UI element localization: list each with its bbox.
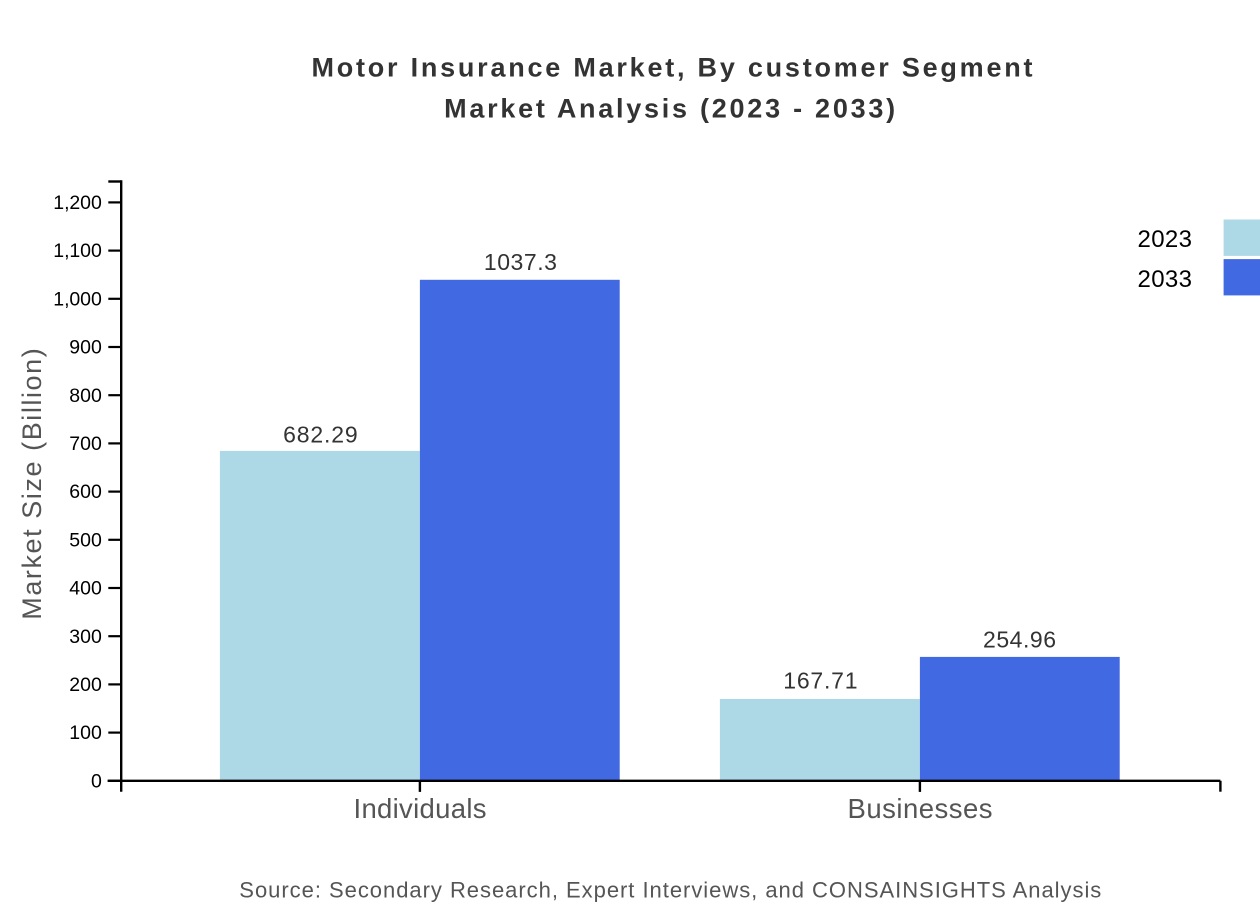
svg-text:400: 400: [69, 578, 102, 600]
svg-text:2033: 2033: [1138, 266, 1193, 293]
svg-text:682.29: 682.29: [283, 421, 358, 447]
svg-text:900: 900: [69, 337, 102, 359]
svg-text:1037.3: 1037.3: [484, 249, 557, 275]
svg-text:167.71: 167.71: [783, 668, 857, 694]
svg-text:1,000: 1,000: [53, 288, 102, 310]
svg-text:600: 600: [69, 481, 102, 503]
svg-text:1,100: 1,100: [53, 240, 102, 262]
svg-text:Motor Insurance Market, By cus: Motor Insurance Market, By customer Segm…: [312, 53, 1033, 83]
svg-text:Market Size (Billion): Market Size (Billion): [17, 348, 47, 620]
svg-text:500: 500: [69, 529, 102, 551]
svg-text:200: 200: [69, 674, 102, 696]
svg-text:2023: 2023: [1138, 226, 1193, 253]
svg-text:Source: Secondary Research, Ex: Source: Secondary Research, Expert Inter…: [239, 878, 1101, 903]
svg-text:800: 800: [69, 385, 102, 407]
svg-text:100: 100: [69, 722, 102, 744]
svg-text:700: 700: [69, 433, 102, 455]
svg-text:Individuals: Individuals: [354, 793, 487, 824]
svg-text:0: 0: [91, 770, 102, 792]
svg-text:300: 300: [69, 626, 102, 648]
svg-text:1,200: 1,200: [53, 192, 102, 214]
svg-text:254.96: 254.96: [983, 627, 1056, 653]
svg-text:Businesses: Businesses: [848, 793, 993, 824]
